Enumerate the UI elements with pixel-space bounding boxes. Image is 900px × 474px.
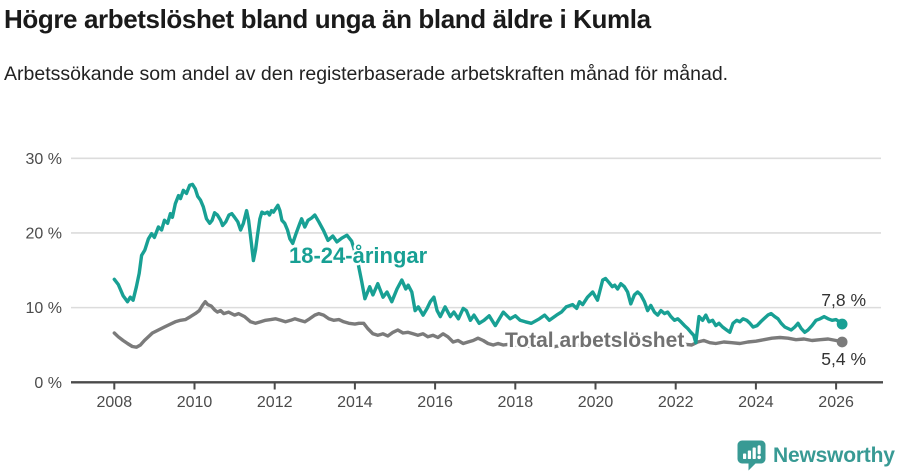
x-tick-label: 2012: [257, 394, 293, 411]
x-axis: [71, 381, 883, 390]
y-tick-label: 0 %: [34, 375, 62, 392]
gridlines: [71, 157, 881, 309]
x-axis-labels: 2008 2010 2012 2014 2016 2018 2020 2022 2024 2026: [97, 394, 854, 411]
chart-title: Högre arbetslöshet bland unga än bland ä…: [4, 4, 651, 34]
data-series: [112, 182, 848, 349]
newsworthy-bubble-barchart-icon: [737, 440, 766, 471]
series-line-total: [112, 300, 844, 349]
series-line-youth: [112, 182, 844, 345]
x-tick-label: 2008: [97, 394, 133, 411]
series-label-youth: 18-24-åringar: [289, 243, 428, 268]
end-value-total: 5,4 %: [821, 349, 866, 369]
x-tick-label: 2026: [818, 394, 854, 411]
newsworthy-wordmark: Newsworthy: [773, 443, 895, 467]
x-tick-label: 2022: [658, 394, 694, 411]
y-tick-label: 20 %: [26, 225, 62, 242]
x-tick-label: 2020: [578, 394, 614, 411]
x-tick-label: 2016: [417, 394, 453, 411]
x-tick-label: 2014: [337, 394, 373, 411]
series-end-dot-total: [836, 336, 848, 348]
x-tick-label: 2010: [177, 394, 213, 411]
series-end-dot-youth: [836, 318, 848, 330]
y-tick-label: 30 %: [26, 151, 62, 168]
chart-subtitle: Arbetssökande som andel av den registerb…: [4, 63, 729, 85]
y-tick-label: 10 %: [26, 300, 62, 317]
y-axis-labels: 0 % 10 % 20 % 30 %: [26, 151, 62, 392]
newsworthy-logo[interactable]: Newsworthy: [737, 440, 895, 471]
series-label-total: Total arbetslöshet: [505, 329, 684, 352]
x-tick-label: 2024: [738, 394, 774, 411]
x-tick-label: 2018: [498, 394, 534, 411]
end-value-youth: 7,8 %: [821, 290, 866, 310]
